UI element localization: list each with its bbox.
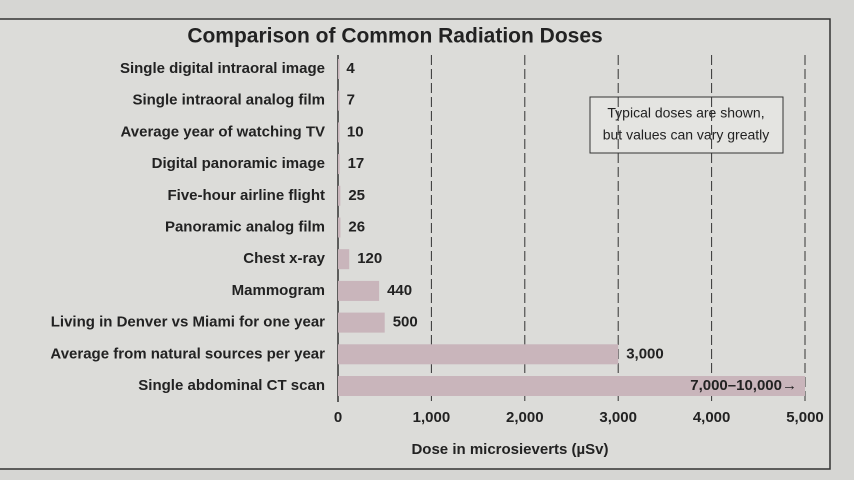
- x-axis-label: Dose in microsieverts (µSv): [411, 441, 608, 458]
- x-tick-label: 5,000: [786, 409, 824, 426]
- value-label: 440: [387, 282, 412, 299]
- value-label: 7,000–10,000→: [690, 377, 797, 394]
- bar: [338, 154, 340, 175]
- bar: [338, 280, 380, 301]
- value-label: 25: [348, 187, 365, 204]
- value-label: 500: [393, 314, 418, 331]
- y-tick-label: Panoramic analog film: [165, 218, 325, 235]
- value-label: 17: [348, 155, 365, 172]
- frame: [0, 18, 831, 470]
- y-tick-label: Average from natural sources per year: [50, 345, 325, 362]
- bar: [338, 90, 340, 111]
- value-label: 120: [357, 250, 382, 267]
- y-tick-label: Single digital intraoral image: [120, 60, 325, 77]
- y-tick-label: Single intraoral analog film: [132, 92, 325, 109]
- value-label: 4: [346, 60, 355, 77]
- chart-title: Comparison of Common Radiation Doses: [187, 25, 602, 48]
- bar: [338, 344, 619, 365]
- bar: [338, 376, 805, 396]
- y-tick-label: Single abdominal CT scan: [138, 377, 325, 394]
- bar: [338, 185, 341, 206]
- value-label: 10: [347, 123, 364, 140]
- bar: [338, 217, 341, 238]
- x-tick-label: 4,000: [693, 409, 731, 426]
- x-tick-label: 2,000: [506, 409, 544, 426]
- value-label: 7: [347, 92, 355, 109]
- y-tick-label: Living in Denver vs Miami for one year: [51, 314, 325, 331]
- y-tick-label: Chest x-ray: [243, 250, 325, 267]
- value-label: 3,000: [626, 345, 664, 362]
- value-label: 26: [348, 218, 365, 235]
- y-tick-label: Five-hour airline flight: [167, 187, 325, 204]
- annotation: Typical doses are shown,: [607, 105, 764, 121]
- x-tick-label: 0: [334, 409, 342, 426]
- y-tick-label: Digital panoramic image: [152, 155, 325, 172]
- x-tick-label: 3,000: [599, 409, 637, 426]
- x-tick-label: 1,000: [413, 409, 451, 426]
- y-tick-label: Average year of watching TV: [120, 123, 325, 140]
- bar: [338, 59, 340, 79]
- bar: [338, 249, 350, 270]
- bar: [338, 122, 340, 143]
- annotation-box: [589, 96, 784, 154]
- y-tick-label: Mammogram: [232, 282, 325, 299]
- annotation: but values can vary greatly: [603, 127, 770, 143]
- bar: [338, 312, 385, 333]
